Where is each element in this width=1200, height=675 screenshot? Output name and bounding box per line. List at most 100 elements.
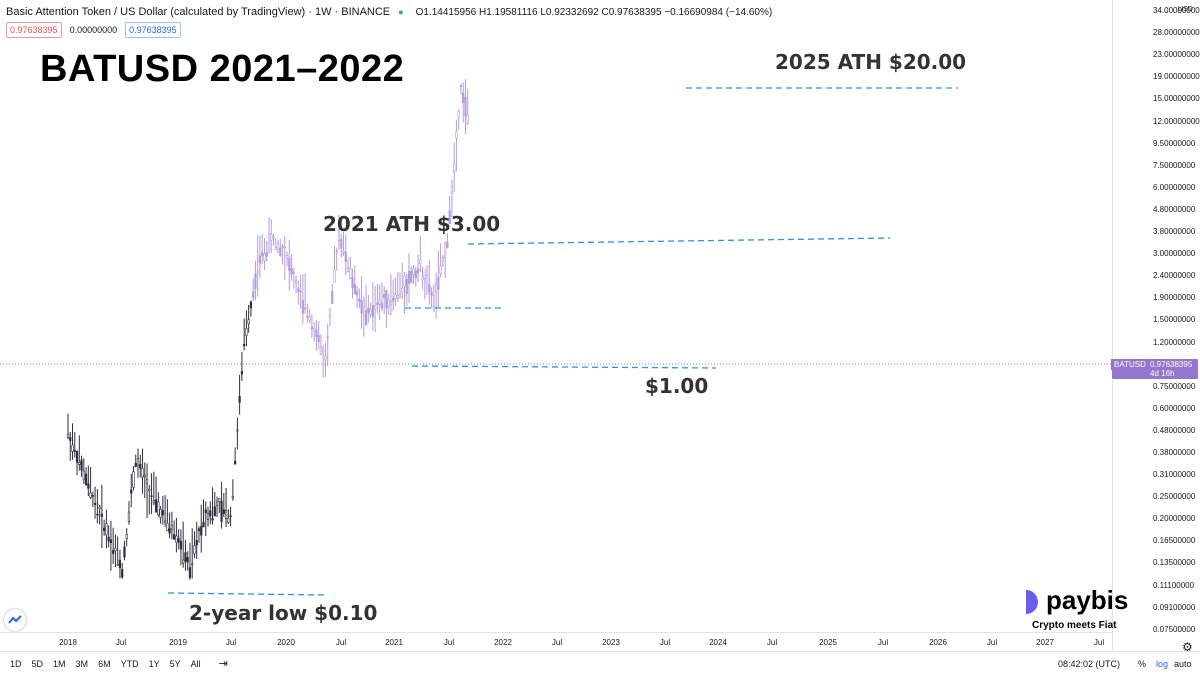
price-tick: 6.00000000 xyxy=(1153,182,1196,192)
candle-body xyxy=(227,517,230,523)
current-symbol: BATUSD xyxy=(1111,359,1149,370)
candle-body xyxy=(285,255,289,259)
bar-countdown: 4d 16h xyxy=(1150,369,1175,378)
settings-gear-icon[interactable]: ⚙ xyxy=(1182,640,1193,654)
range-button[interactable]: 3M xyxy=(75,658,89,669)
candle-body xyxy=(145,478,149,484)
price-axis[interactable]: 34.00000000 28.00000000 23.00000000 19.0000… xyxy=(1112,0,1200,651)
candle-body xyxy=(94,502,97,505)
candle-body xyxy=(168,528,171,534)
paybis-tagline: Crypto meets Fiat xyxy=(1032,620,1117,631)
sell-price-box[interactable]: 0.97638395 xyxy=(6,22,62,38)
candle-body xyxy=(279,247,282,256)
candle-body xyxy=(360,300,363,314)
candle-body xyxy=(127,511,131,522)
range-buttons: 1D 5D 1M 3M 6M YTD 1Y 5Y All xyxy=(0,659,201,669)
candle-body xyxy=(66,433,70,438)
candle-body xyxy=(132,471,135,488)
candle-body xyxy=(152,500,155,504)
candle-body xyxy=(459,85,463,87)
candle-body xyxy=(182,559,185,564)
candle-body xyxy=(437,276,440,290)
price-tick: 0.75000000 xyxy=(1153,381,1196,391)
chart-legend: Basic Attention Token / US Dollar (calcu… xyxy=(6,6,772,18)
range-button[interactable]: 1Y xyxy=(148,658,160,669)
price-tick: 0.07500000 xyxy=(1153,624,1196,634)
market-status-icon: ● xyxy=(398,7,404,17)
candle-body xyxy=(351,277,354,288)
candle-body xyxy=(82,470,85,481)
auto-toggle[interactable]: auto xyxy=(1174,659,1192,669)
candle-body xyxy=(75,450,79,463)
annotation-ath-2025: 2025 ATH $20.00 xyxy=(775,50,967,74)
time-tick: Jul xyxy=(551,638,563,647)
candle-body xyxy=(294,280,298,283)
percent-toggle[interactable]: % xyxy=(1138,659,1147,669)
date-range-icon[interactable]: ⇥ xyxy=(218,658,228,670)
candle-body xyxy=(116,564,119,566)
candle-body xyxy=(222,509,225,514)
price-tick: 28.00000000 xyxy=(1153,28,1200,38)
price-tick: 1.20000000 xyxy=(1153,337,1196,347)
overlay-title: BATUSD 2021–2022 xyxy=(40,48,405,90)
candle-body xyxy=(416,268,420,274)
candle-body xyxy=(211,517,214,521)
candle-body xyxy=(396,295,399,299)
candle-body xyxy=(306,315,309,318)
range-button[interactable]: All xyxy=(190,658,201,669)
candle-body xyxy=(371,305,374,318)
candle-body xyxy=(114,547,117,552)
candle-body xyxy=(281,245,284,248)
price-tick: 1.90000000 xyxy=(1153,293,1196,303)
price-tick: 0.25000000 xyxy=(1153,492,1196,502)
candle-body xyxy=(310,326,314,330)
candle-body xyxy=(125,534,128,540)
tradingview-logo-icon[interactable] xyxy=(4,609,26,631)
range-button[interactable]: 6M xyxy=(98,658,111,669)
price-tick: 0.16500000 xyxy=(1153,536,1196,546)
candle-body xyxy=(376,302,379,306)
candle-body xyxy=(96,513,99,516)
buy-price-box[interactable]: 0.97638395 xyxy=(125,22,181,38)
range-button[interactable]: YTD xyxy=(120,658,139,669)
range-button[interactable]: 5Y xyxy=(169,658,181,669)
candle-body xyxy=(462,92,465,104)
current-value: 0.97638395 xyxy=(1150,360,1193,369)
time-tick: 2022 xyxy=(494,638,512,647)
spread-box: 0.00000000 xyxy=(65,22,122,38)
candle-body xyxy=(175,535,178,543)
candle-body xyxy=(209,510,212,517)
candle-body xyxy=(407,270,411,285)
trade-boxes: 0.97638395 0.00000000 0.97638395 xyxy=(6,22,181,38)
price-tick: 19.00000000 xyxy=(1153,72,1200,82)
candle-body xyxy=(410,270,413,283)
candle-body xyxy=(249,301,253,309)
price-chart[interactable] xyxy=(0,0,1112,632)
price-tick: 3.80000000 xyxy=(1153,227,1196,236)
time-tick: 2018 xyxy=(59,638,77,647)
candle-body xyxy=(349,268,352,280)
candle-body xyxy=(134,462,137,467)
candle-body xyxy=(170,524,173,530)
candle-body xyxy=(337,229,341,241)
candle-body xyxy=(71,444,74,452)
price-tick: 15.00000000 xyxy=(1153,94,1200,104)
clock-utc[interactable]: 08:42:02 (UTC) xyxy=(1058,659,1121,669)
range-button[interactable]: 5D xyxy=(31,658,44,669)
time-axis[interactable]: 2018 Jul 2019 Jul 2020 Jul 2021 Jul 2022 Jul 2023 J… xyxy=(0,632,1112,651)
candle-body xyxy=(444,244,447,258)
symbol-title: Basic Attention Token / US Dollar (calcu… xyxy=(6,6,391,18)
time-tick: Jul xyxy=(225,638,237,647)
candle-body xyxy=(173,534,176,540)
range-button[interactable]: 1M xyxy=(53,658,66,669)
candle-body xyxy=(143,474,146,478)
candle-body xyxy=(159,508,162,519)
candle-body xyxy=(430,291,433,296)
time-tick: Jul xyxy=(1093,638,1105,647)
candle-body xyxy=(450,186,454,194)
range-button[interactable]: 1D xyxy=(10,658,22,669)
log-toggle[interactable]: log xyxy=(1156,659,1169,669)
candle-body xyxy=(389,301,393,306)
candle-body xyxy=(220,501,223,522)
